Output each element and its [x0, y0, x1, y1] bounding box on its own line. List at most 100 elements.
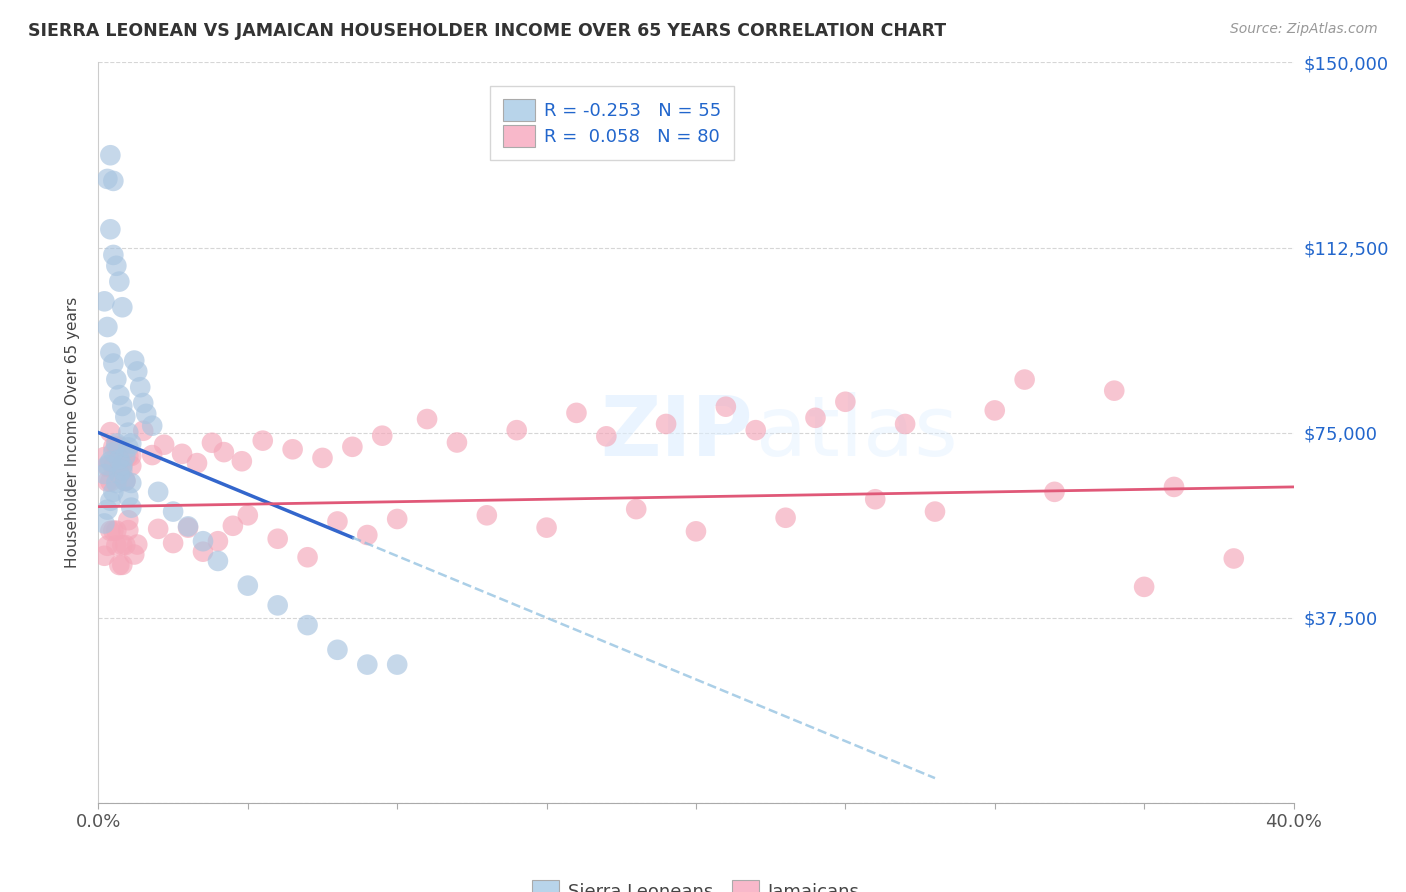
Point [1223, 551, 1246, 566]
Point [385, 657, 409, 672]
Point [108, 558, 131, 572]
Point [385, 512, 409, 526]
Point [446, 435, 468, 450]
Point [172, 447, 194, 461]
Point [98, 493, 122, 508]
Legend: Sierra Leoneans, Jamaicans: Sierra Leoneans, Jamaicans [523, 871, 869, 892]
Point [834, 394, 856, 409]
Point [96, 320, 118, 334]
Point [96, 539, 118, 553]
Point [93, 549, 115, 563]
Point [103, 524, 125, 538]
Point [1104, 384, 1126, 398]
Point [212, 445, 235, 459]
Point [148, 522, 170, 536]
Point [103, 440, 125, 454]
Point [186, 456, 208, 470]
Point [626, 502, 648, 516]
Point [93, 450, 115, 464]
Point [105, 440, 128, 454]
Point [326, 642, 349, 657]
Point [111, 558, 134, 572]
Point [108, 440, 131, 454]
Point [98, 454, 122, 468]
Point [120, 449, 142, 463]
Point [267, 532, 290, 546]
Point [117, 425, 139, 440]
Point [93, 467, 115, 481]
Point [98, 345, 122, 359]
Point [98, 425, 122, 439]
Point [506, 423, 529, 437]
Point [96, 458, 118, 473]
Point [311, 450, 333, 465]
Point [103, 357, 125, 371]
Point [127, 364, 149, 378]
Point [356, 657, 378, 672]
Point [416, 412, 439, 426]
Point [117, 441, 139, 455]
Point [371, 428, 394, 442]
Point [103, 459, 125, 474]
Point [111, 463, 134, 477]
Point [105, 538, 128, 552]
Point [236, 508, 259, 523]
Point [117, 513, 139, 527]
Point [148, 484, 170, 499]
Text: atlas: atlas [756, 392, 957, 473]
Point [105, 436, 128, 450]
Point [108, 388, 131, 402]
Point [111, 538, 134, 552]
Point [162, 505, 184, 519]
Point [114, 450, 136, 464]
Point [103, 445, 125, 459]
Point [191, 534, 214, 549]
Point [114, 474, 136, 488]
Point [141, 418, 163, 433]
Point [745, 423, 768, 437]
Point [222, 518, 245, 533]
Point [252, 434, 274, 448]
Point [105, 372, 128, 386]
Point [231, 454, 253, 468]
Point [177, 519, 200, 533]
Point [162, 536, 184, 550]
Point [98, 524, 122, 538]
Point [105, 475, 128, 490]
Point [894, 417, 917, 431]
Point [685, 524, 707, 539]
Point [111, 458, 134, 473]
Point [356, 528, 378, 542]
Point [98, 148, 122, 162]
Point [108, 459, 131, 474]
Point [120, 458, 142, 473]
Point [342, 440, 364, 454]
Point [129, 380, 152, 394]
Point [111, 300, 134, 314]
Point [865, 492, 887, 507]
Point [105, 259, 128, 273]
Point [655, 417, 678, 431]
Point [108, 275, 131, 289]
Point [207, 554, 229, 568]
Point [108, 452, 131, 467]
Point [111, 459, 134, 474]
Point [201, 435, 224, 450]
Point [103, 484, 125, 499]
Point [1133, 580, 1156, 594]
Point [114, 474, 136, 488]
Point [153, 438, 176, 452]
Point [207, 534, 229, 549]
Point [93, 516, 115, 531]
Point [93, 294, 115, 309]
Point [1014, 373, 1036, 387]
Point [924, 505, 946, 519]
Point [595, 429, 617, 443]
Point [132, 424, 155, 438]
Point [236, 579, 259, 593]
Point [297, 618, 319, 632]
Point [114, 474, 136, 488]
Point [117, 490, 139, 504]
Point [714, 400, 737, 414]
Point [96, 459, 118, 474]
